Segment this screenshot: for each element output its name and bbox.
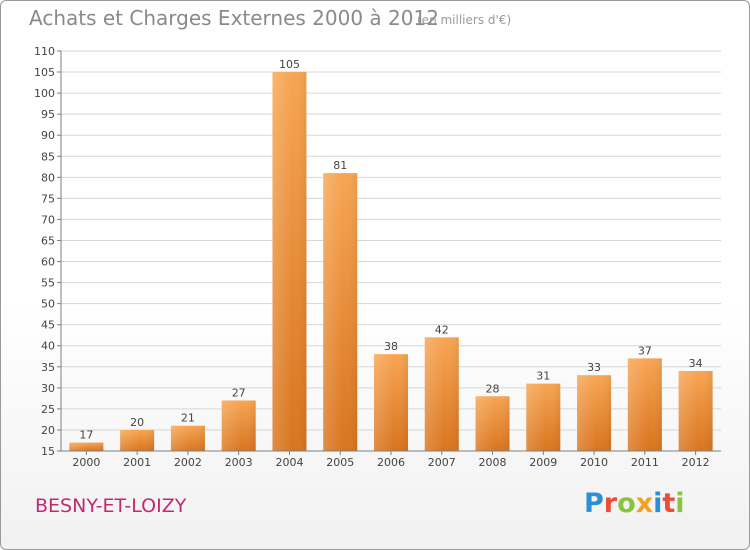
bars — [69, 72, 713, 451]
y-tick-label: 80 — [41, 171, 55, 184]
bar-shade — [526, 383, 561, 451]
axes — [57, 50, 721, 455]
bar-shade — [170, 425, 205, 451]
bar-shade — [272, 72, 307, 451]
logo-letter: o — [617, 488, 636, 519]
x-tick-label: 2000 — [72, 456, 100, 469]
x-tick-label: 2010 — [580, 456, 608, 469]
y-tick-label: 75 — [41, 192, 55, 205]
y-tick-label: 65 — [41, 234, 55, 247]
x-tick-label: 2012 — [682, 456, 710, 469]
logo-letter: i — [653, 488, 663, 519]
data-label: 28 — [486, 382, 500, 395]
y-tick-label: 40 — [41, 340, 55, 353]
y-tick-label: 55 — [41, 277, 55, 290]
data-label: 27 — [232, 386, 246, 399]
x-tick-label: 2007 — [428, 456, 456, 469]
bar-shade — [221, 400, 256, 451]
x-tick-label: 2006 — [377, 456, 405, 469]
data-label: 20 — [130, 416, 144, 429]
data-label: 33 — [587, 361, 601, 374]
chart-subtitle: (en milliers d'€) — [417, 13, 512, 27]
y-tick-label: 25 — [41, 403, 55, 416]
x-tick-label: 2002 — [174, 456, 202, 469]
x-tick-label: 2008 — [479, 456, 507, 469]
y-tick-label: 60 — [41, 256, 55, 269]
y-tick-label: 20 — [41, 424, 55, 437]
data-label: 42 — [435, 323, 449, 336]
data-label: 105 — [279, 58, 300, 71]
data-label: 81 — [333, 159, 347, 172]
x-tick-label: 2005 — [326, 456, 354, 469]
bar-shade — [678, 371, 713, 451]
y-tick-label: 30 — [41, 382, 55, 395]
y-tick-label: 70 — [41, 213, 55, 226]
y-tick-label: 45 — [41, 319, 55, 332]
commune-name: BESNY-ET-LOIZY — [35, 495, 187, 517]
bar-shade — [374, 354, 408, 451]
y-tick-label: 105 — [34, 66, 55, 79]
y-tick-label: 90 — [41, 129, 55, 142]
y-tick-label: 15 — [41, 445, 55, 458]
proxiti-logo[interactable]: Proxiti — [584, 488, 685, 519]
chart-title: Achats et Charges Externes 2000 à 2012 — [29, 6, 439, 30]
x-tick-label: 2011 — [631, 456, 659, 469]
x-tick-label: 2009 — [529, 456, 557, 469]
y-tick-label: 85 — [41, 150, 55, 163]
y-tick-label: 100 — [34, 87, 55, 100]
data-label: 17 — [79, 429, 93, 442]
x-tick-label: 2003 — [225, 456, 253, 469]
y-tick-label: 110 — [34, 45, 55, 58]
labels: 15 20 25 30 35 40 45 50 55 60 65 70 75 80 85 90 95 100 105… — [34, 45, 710, 469]
y-tick-label: 35 — [41, 361, 55, 374]
x-tick-label: 2004 — [275, 456, 303, 469]
bar-shade — [475, 396, 510, 451]
data-label: 37 — [638, 344, 652, 357]
bar-shade — [323, 173, 358, 451]
data-label: 21 — [181, 412, 195, 425]
logo-letter: t — [662, 488, 676, 519]
y-tick-label: 95 — [41, 108, 55, 121]
bar-shade — [627, 358, 662, 451]
data-label: 38 — [384, 340, 398, 353]
logo-letter: i — [675, 488, 685, 519]
logo-letter: x — [635, 488, 654, 519]
logo-letter: r — [603, 488, 618, 519]
bar-shade — [424, 337, 459, 451]
bar-shade — [120, 429, 155, 451]
x-tick-label: 2001 — [123, 456, 151, 469]
logo-letter: P — [584, 488, 604, 519]
data-label: 31 — [536, 370, 550, 383]
bar-shade — [69, 442, 104, 451]
y-tick-label: 50 — [41, 298, 55, 311]
bar-shade — [577, 375, 612, 451]
data-label: 34 — [689, 357, 703, 370]
